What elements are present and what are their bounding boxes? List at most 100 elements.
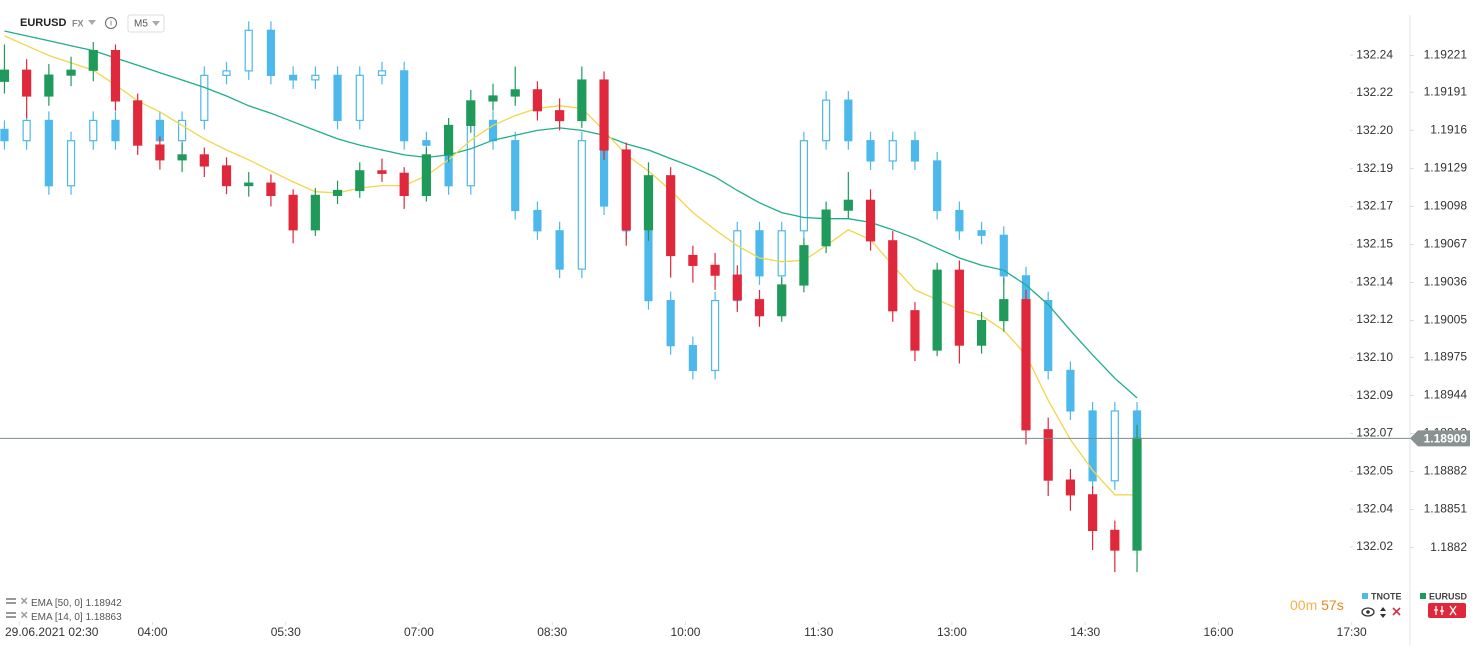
candle-body: [577, 79, 587, 122]
candle-body: [88, 49, 98, 71]
candle-body: [555, 110, 565, 122]
remove-icon[interactable]: ✕: [20, 611, 28, 622]
y-tick-label: 132.10: [1356, 350, 1393, 364]
candle-body: [643, 175, 654, 231]
y-tick-label: 132.12: [1356, 312, 1393, 326]
candle-body: [755, 230, 764, 277]
indicator-label: EMA [14, 0] 1.18863: [31, 612, 122, 623]
candle-body: [999, 234, 1008, 277]
legend-entry: TNOTE: [1371, 591, 1402, 601]
candle-body: [199, 154, 209, 167]
y2-tick-label: 1.18944: [1424, 388, 1468, 402]
price-tag-label: 1.18909: [1424, 432, 1468, 446]
candle-body: [266, 182, 276, 196]
candle-body: [355, 170, 365, 192]
candle-body: [666, 175, 676, 257]
timeframe-box[interactable]: [127, 14, 165, 33]
candle-body: [44, 74, 54, 97]
legend-icon[interactable]: [6, 598, 16, 600]
candle-body: [200, 74, 209, 122]
legend-entry: EURUSD: [1429, 591, 1468, 601]
candle-body: [377, 170, 387, 174]
candle-body: [422, 140, 431, 146]
indicator-legend: ✕ EMA [50, 0] 1.18942 ✕ EMA [14, 0] 1.18…: [6, 597, 122, 623]
candle-body: [932, 269, 942, 351]
y-tick-label: 132.24: [1356, 47, 1393, 61]
candle-body: [310, 194, 320, 231]
candle-body: [999, 299, 1009, 322]
remove-series-icon[interactable]: [1392, 607, 1401, 616]
y-tick-label: 132.07: [1356, 426, 1393, 440]
candle-body: [511, 140, 520, 212]
legend-icon[interactable]: [6, 616, 16, 618]
x-tick-label: 11:30: [804, 625, 833, 639]
candle-body: [110, 49, 121, 102]
candle-body: [466, 100, 476, 127]
y2-tick-label: 1.18882: [1424, 464, 1468, 478]
candle-body: [488, 95, 498, 102]
y-tick-label: 132.22: [1356, 85, 1393, 99]
candle-body: [754, 299, 765, 317]
reorder-icon[interactable]: [1380, 607, 1386, 618]
timeframe[interactable]: M5: [134, 19, 148, 30]
legend-icon[interactable]: [6, 602, 16, 604]
candle-body: [399, 172, 409, 196]
market[interactable]: FX: [72, 18, 84, 28]
y2-tick-label: 1.1916: [1430, 123, 1467, 137]
candle-body: [843, 199, 853, 211]
y-tick-label: 132.04: [1356, 501, 1393, 515]
candle-body: [22, 119, 31, 142]
candle-body: [799, 140, 809, 232]
candle-body: [977, 230, 986, 236]
candle-body: [111, 119, 120, 142]
candle-body: [178, 119, 187, 142]
candle-body: [288, 194, 298, 231]
series-button[interactable]: [1428, 603, 1466, 618]
timeframe-arrow[interactable]: [152, 21, 160, 26]
y2-tick-label: 1.19067: [1424, 237, 1468, 251]
y-tick-label: 132.19: [1356, 161, 1393, 175]
legend-swatch: [1362, 593, 1368, 599]
y2-tick-label: 1.19191: [1424, 84, 1468, 98]
candle-body: [1110, 529, 1120, 551]
candle-body: [177, 154, 187, 161]
legend-icon[interactable]: [6, 612, 16, 614]
x-tick-label: 17:30: [1337, 625, 1367, 639]
candle-body: [799, 245, 809, 286]
visibility-icon[interactable]: [1361, 607, 1375, 617]
candle-body: [866, 140, 875, 162]
candle-body: [976, 319, 987, 346]
y-tick-label: 132.05: [1356, 464, 1393, 478]
candle-body: [221, 165, 232, 187]
y-tick-label: 132.15: [1356, 236, 1393, 250]
header: EURUSD FX i M5: [20, 14, 165, 33]
candle-body: [377, 70, 387, 76]
candle-body: [66, 140, 76, 187]
visibility-icon-pupil: [1366, 610, 1370, 614]
y-tick-label: 132.17: [1356, 199, 1393, 213]
candle-body: [22, 69, 32, 97]
y2-tick-label: 1.19129: [1424, 161, 1468, 175]
candle-body: [333, 74, 342, 122]
candle-body: [533, 209, 542, 232]
candle-body: [910, 140, 920, 162]
candle-body: [577, 140, 586, 270]
candle-body: [332, 189, 343, 196]
info-icon[interactable]: [105, 17, 117, 29]
candle-body: [888, 140, 897, 162]
indicator-name: EMA [50, 0]: [31, 598, 83, 609]
candle-body: [0, 69, 10, 82]
series-button-icon: [1434, 605, 1457, 616]
candle-body: [443, 124, 454, 156]
candle-body: [89, 119, 98, 142]
indicator-value: 1.18863: [85, 612, 122, 623]
dropdown-arrow[interactable]: [88, 20, 96, 25]
candle-body: [910, 310, 920, 351]
candle-body: [888, 240, 898, 312]
candle-body: [1132, 437, 1142, 551]
timer-minutes: 00m: [1290, 597, 1317, 613]
remove-icon[interactable]: ✕: [20, 597, 28, 608]
candle-body: [599, 79, 609, 151]
